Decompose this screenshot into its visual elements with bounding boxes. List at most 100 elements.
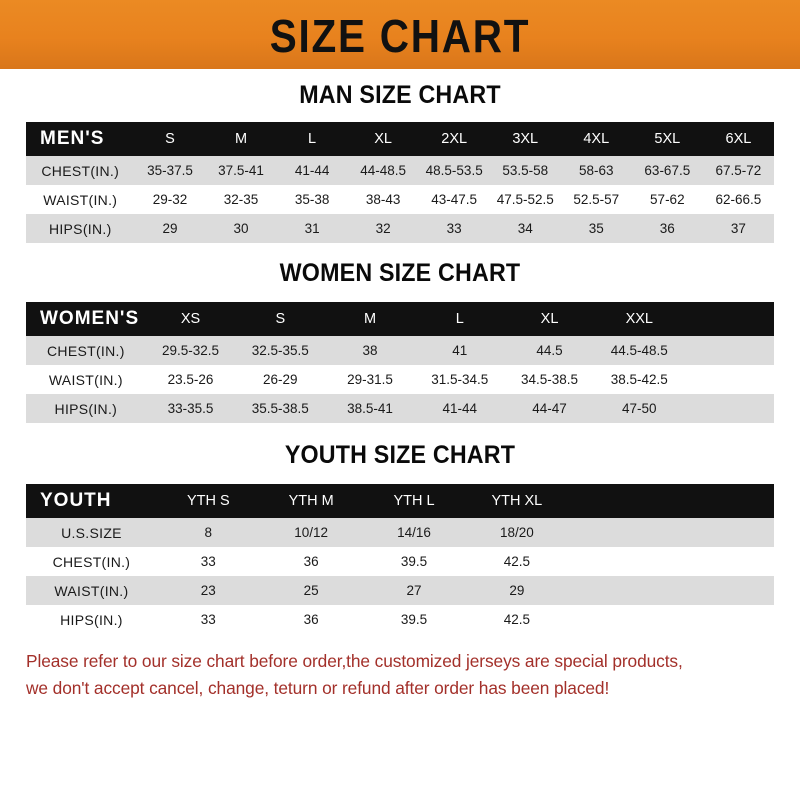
measurement-cell: 47-50 bbox=[594, 394, 685, 423]
measurement-cell bbox=[671, 605, 774, 634]
measurement-cell: 30 bbox=[205, 214, 277, 243]
row-label: WAIST(IN.) bbox=[26, 365, 146, 394]
measurement-cell: 67.5-72 bbox=[702, 156, 774, 185]
measurement-cell: 10/12 bbox=[259, 518, 363, 547]
measurement-cell: 37.5-41 bbox=[205, 156, 277, 185]
measurement-cell: 57-62 bbox=[631, 185, 703, 214]
table-corner-label: WOMEN'S bbox=[40, 308, 140, 329]
measurement-cell: 36 bbox=[631, 214, 703, 243]
measurement-cell: 29.5-32.5 bbox=[145, 336, 236, 365]
measurement-cell: 23 bbox=[156, 576, 260, 605]
measurement-cell: 39.5 bbox=[362, 547, 466, 576]
measurement-cell bbox=[568, 605, 672, 634]
measurement-cell: 43-47.5 bbox=[418, 185, 490, 214]
measurement-cell bbox=[684, 394, 774, 423]
measurement-cell: 31 bbox=[276, 214, 348, 243]
table-corner-label: YOUTH bbox=[40, 490, 112, 511]
measurement-cell: 33 bbox=[418, 214, 490, 243]
measurement-cell: 18/20 bbox=[465, 518, 569, 547]
table-row: HIPS(IN.) 33-35.5 35.5-38.5 38.5-41 41-44 44-… bbox=[26, 394, 774, 423]
measurement-cell: 27 bbox=[362, 576, 466, 605]
column-header: XXL bbox=[625, 311, 653, 327]
column-header: S bbox=[165, 131, 175, 147]
measurement-cell: 38-43 bbox=[347, 185, 419, 214]
column-header: XL bbox=[374, 131, 392, 147]
measurement-cell: 31.5-34.5 bbox=[414, 365, 505, 394]
column-header: 5XL bbox=[654, 131, 681, 147]
measurement-cell: 41 bbox=[414, 336, 505, 365]
table-row: CHEST(IN.) 35-37.5 37.5-41 41-44 44-48.5 48.5… bbox=[26, 156, 774, 185]
row-label: HIPS(IN.) bbox=[26, 605, 157, 634]
measurement-cell: 62-66.5 bbox=[702, 185, 774, 214]
measurement-cell: 39.5 bbox=[362, 605, 466, 634]
table-row: CHEST(IN.) 33 36 39.5 42.5 bbox=[26, 547, 774, 576]
measurement-cell: 29-31.5 bbox=[325, 365, 415, 394]
size-chart-section: MAN SIZE CHART MEN'S S M L XL 2XL 3XL 4XL 5XL 6XL C… bbox=[0, 83, 800, 243]
policy-note-line-1: Please refer to our size chart before or… bbox=[26, 651, 683, 671]
column-header: YTH M bbox=[288, 493, 334, 509]
measurement-cell: 34.5-38.5 bbox=[504, 365, 595, 394]
measurement-cell: 44.5-48.5 bbox=[594, 336, 685, 365]
measurement-cell: 8 bbox=[156, 518, 260, 547]
measurement-cell: 38 bbox=[325, 336, 415, 365]
measurement-cell: 63-67.5 bbox=[631, 156, 703, 185]
table-row: HIPS(IN.) 29 30 31 32 33 34 35 36 37 bbox=[26, 214, 774, 243]
column-header: M bbox=[234, 131, 248, 147]
column-header: XS bbox=[180, 311, 201, 327]
section-title: WOMEN SIZE CHART bbox=[279, 259, 521, 287]
column-header: YTH S bbox=[186, 493, 230, 509]
measurement-cell: 41-44 bbox=[414, 394, 505, 423]
measurement-cell bbox=[671, 518, 774, 547]
column-header: L bbox=[308, 131, 317, 147]
measurement-cell: 38.5-42.5 bbox=[594, 365, 685, 394]
measurement-cell: 35 bbox=[560, 214, 632, 243]
section-title: YOUTH SIZE CHART bbox=[284, 441, 516, 469]
size-chart-sections: MAN SIZE CHART MEN'S S M L XL 2XL 3XL 4XL 5XL 6XL C… bbox=[0, 83, 800, 634]
measurement-cell: 23.5-26 bbox=[145, 365, 236, 394]
column-header: L bbox=[455, 311, 464, 327]
row-label: CHEST(IN.) bbox=[26, 336, 146, 365]
table-corner-label: MEN'S bbox=[40, 128, 105, 149]
measurement-cell: 44-48.5 bbox=[347, 156, 419, 185]
column-header bbox=[684, 302, 774, 336]
measurement-cell: 29 bbox=[465, 576, 569, 605]
measurement-cell: 29 bbox=[134, 214, 206, 243]
measurement-cell bbox=[671, 576, 774, 605]
measurement-cell: 44.5 bbox=[504, 336, 595, 365]
measurement-cell: 33 bbox=[156, 547, 260, 576]
measurement-cell: 38.5-41 bbox=[325, 394, 415, 423]
measurement-cell: 32-35 bbox=[205, 185, 277, 214]
table-row: U.S.SIZE 8 10/12 14/16 18/20 bbox=[26, 518, 774, 547]
measurement-cell: 35-38 bbox=[276, 185, 348, 214]
measurement-cell: 32.5-35.5 bbox=[235, 336, 326, 365]
measurement-cell: 37 bbox=[702, 214, 774, 243]
column-header: YTH L bbox=[393, 493, 435, 509]
measurement-cell: 29-32 bbox=[134, 185, 206, 214]
measurement-cell: 52.5-57 bbox=[560, 185, 632, 214]
measurement-cell: 25 bbox=[259, 576, 363, 605]
measurement-cell: 35-37.5 bbox=[134, 156, 206, 185]
row-label: CHEST(IN.) bbox=[26, 547, 157, 576]
size-table: MEN'S S M L XL 2XL 3XL 4XL 5XL 6XL CHEST(IN.) 35-37… bbox=[26, 122, 774, 243]
size-chart-section: WOMEN SIZE CHART WOMEN'S XS S M L XL XXL CHEST(I… bbox=[0, 261, 800, 423]
column-header: 2XL bbox=[441, 131, 468, 147]
size-table: YOUTH YTH S YTH M YTH L YTH XL U.S.SIZE 8 10/12… bbox=[26, 484, 774, 634]
order-policy-note: Please refer to our size chart before or… bbox=[0, 648, 800, 702]
table-row: WAIST(IN.) 23 25 27 29 bbox=[26, 576, 774, 605]
table-header-row: YOUTH YTH S YTH M YTH L YTH XL bbox=[26, 484, 774, 518]
row-label: HIPS(IN.) bbox=[26, 214, 135, 243]
table-row: WAIST(IN.) 23.5-26 26-29 29-31.5 31.5-34.5 34… bbox=[26, 365, 774, 394]
measurement-cell: 34 bbox=[489, 214, 561, 243]
column-header: YTH XL bbox=[491, 493, 543, 509]
row-label: HIPS(IN.) bbox=[26, 394, 146, 423]
size-table: WOMEN'S XS S M L XL XXL CHEST(IN.) 29.5-32.5 32.5… bbox=[26, 302, 774, 423]
measurement-cell: 32 bbox=[347, 214, 419, 243]
measurement-cell bbox=[568, 576, 672, 605]
table-header-row: WOMEN'S XS S M L XL XXL bbox=[26, 302, 774, 336]
measurement-cell: 26-29 bbox=[235, 365, 326, 394]
row-label: WAIST(IN.) bbox=[26, 576, 157, 605]
measurement-cell: 53.5-58 bbox=[489, 156, 561, 185]
table-header-row: MEN'S S M L XL 2XL 3XL 4XL 5XL 6XL bbox=[26, 122, 774, 156]
measurement-cell bbox=[684, 365, 774, 394]
column-header: 4XL bbox=[583, 131, 610, 147]
